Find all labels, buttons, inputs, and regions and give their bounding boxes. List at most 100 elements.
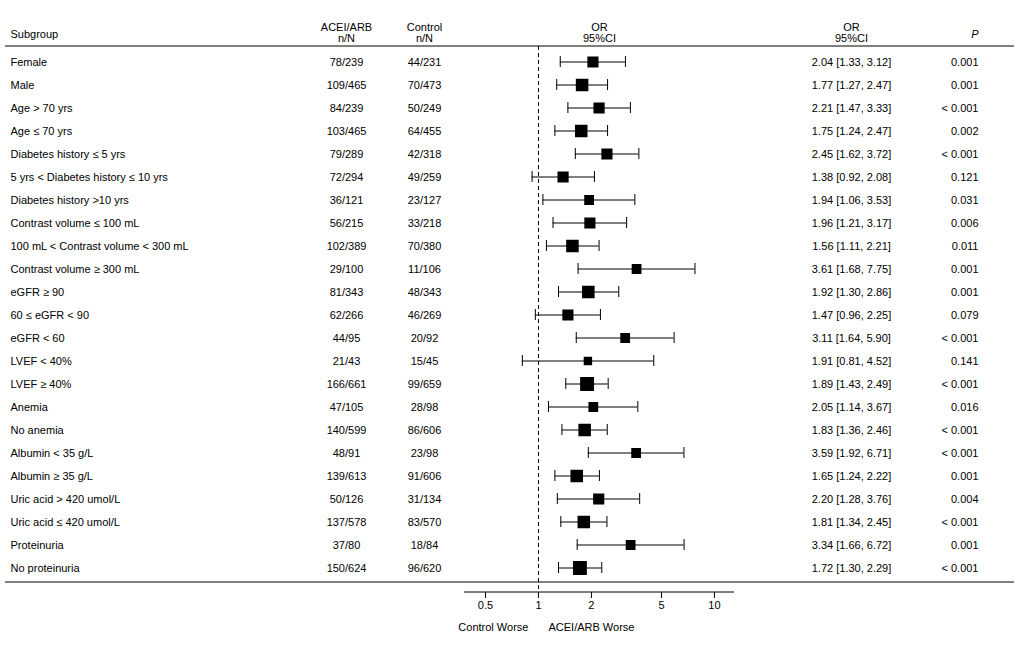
svg-text:Female: Female [11, 56, 48, 68]
svg-text:Contrast volume ≥ 300 mL: Contrast volume ≥ 300 mL [11, 263, 140, 275]
svg-text:ACEI/ARBn/N: ACEI/ARBn/N [321, 21, 372, 44]
svg-text:79/289: 79/289 [330, 148, 364, 160]
svg-text:0.001: 0.001 [951, 263, 979, 275]
svg-text:50/126: 50/126 [330, 493, 364, 505]
svg-text:LVEF ≥ 40%: LVEF ≥ 40% [11, 378, 72, 390]
svg-text:28/98: 28/98 [411, 401, 439, 413]
svg-text:62/266: 62/266 [330, 309, 364, 321]
svg-text:5 yrs < Diabetes history ≤ 10: 5 yrs < Diabetes history ≤ 10 yrs [11, 171, 169, 183]
svg-text:48/91: 48/91 [333, 447, 361, 459]
svg-text:44/231: 44/231 [408, 56, 442, 68]
svg-text:31/134: 31/134 [408, 493, 442, 505]
svg-text:Subgroup: Subgroup [11, 28, 59, 40]
svg-text:1.96 [1.21, 3.17]: 1.96 [1.21, 3.17] [812, 217, 892, 229]
svg-text:70/473: 70/473 [408, 79, 442, 91]
svg-text:166/661: 166/661 [327, 378, 367, 390]
svg-text:0.006: 0.006 [951, 217, 979, 229]
svg-text:70/380: 70/380 [408, 240, 442, 252]
svg-text:1.81 [1.34, 2.45]: 1.81 [1.34, 2.45] [812, 516, 892, 528]
svg-text:< 0.001: < 0.001 [941, 562, 978, 574]
svg-text:1.65 [1.24, 2.22]: 1.65 [1.24, 2.22] [812, 470, 892, 482]
svg-text:Age ≤ 70 yrs: Age ≤ 70 yrs [11, 125, 73, 137]
svg-text:21/43: 21/43 [333, 355, 361, 367]
svg-text:Controln/N: Controln/N [407, 21, 442, 44]
svg-text:44/95: 44/95 [333, 332, 361, 344]
svg-text:0.5: 0.5 [478, 599, 493, 611]
svg-text:0.031: 0.031 [951, 194, 979, 206]
svg-text:47/105: 47/105 [330, 401, 364, 413]
svg-text:0.001: 0.001 [951, 539, 979, 551]
svg-text:42/318: 42/318 [408, 148, 442, 160]
svg-text:Male: Male [11, 79, 35, 91]
svg-text:P: P [971, 28, 979, 40]
svg-text:1.77 [1.27, 2.47]: 1.77 [1.27, 2.47] [812, 79, 892, 91]
svg-text:50/249: 50/249 [408, 102, 442, 114]
svg-text:140/599: 140/599 [327, 424, 367, 436]
svg-text:< 0.001: < 0.001 [941, 424, 978, 436]
svg-text:46/269: 46/269 [408, 309, 442, 321]
svg-text:Diabetes history >10 yrs: Diabetes history >10 yrs [11, 194, 130, 206]
svg-text:29/100: 29/100 [330, 263, 364, 275]
svg-text:Uric acid > 420 umol/L: Uric acid > 420 umol/L [11, 493, 121, 505]
svg-text:Age > 70 yrs: Age > 70 yrs [11, 102, 74, 114]
svg-text:1.38 [0.92, 2.08]: 1.38 [0.92, 2.08] [812, 171, 892, 183]
svg-text:78/239: 78/239 [330, 56, 364, 68]
svg-text:11/106: 11/106 [408, 263, 441, 275]
svg-text:48/343: 48/343 [408, 286, 442, 298]
svg-text:< 0.001: < 0.001 [941, 516, 978, 528]
svg-text:3.59 [1.92, 6.71]: 3.59 [1.92, 6.71] [812, 447, 892, 459]
svg-text:5: 5 [658, 599, 664, 611]
svg-text:OR95%CI: OR95%CI [835, 21, 868, 44]
svg-text:3.11 [1.64, 5.90]: 3.11 [1.64, 5.90] [812, 332, 891, 344]
svg-text:18/84: 18/84 [411, 539, 439, 551]
svg-text:3.61 [1.68, 7.75]: 3.61 [1.68, 7.75] [812, 263, 892, 275]
svg-text:103/465: 103/465 [327, 125, 367, 137]
svg-text:64/455: 64/455 [408, 125, 442, 137]
svg-text:1.56 [1.11, 2.21]: 1.56 [1.11, 2.21] [812, 240, 891, 252]
svg-text:< 0.001: < 0.001 [941, 378, 978, 390]
svg-text:eGFR < 60: eGFR < 60 [11, 332, 65, 344]
svg-text:2.20 [1.28, 3.76]: 2.20 [1.28, 3.76] [812, 493, 892, 505]
svg-text:Anemia: Anemia [11, 401, 49, 413]
svg-text:109/465: 109/465 [327, 79, 367, 91]
svg-text:99/659: 99/659 [408, 378, 442, 390]
svg-text:Contrast volume ≤ 100 mL: Contrast volume ≤ 100 mL [11, 217, 140, 229]
svg-text:Proteinuria: Proteinuria [11, 539, 65, 551]
svg-text:1.89 [1.43, 2.49]: 1.89 [1.43, 2.49] [812, 378, 892, 390]
svg-text:ACEI/ARB Worse: ACEI/ARB Worse [548, 621, 634, 633]
svg-text:33/218: 33/218 [408, 217, 442, 229]
svg-text:LVEF < 40%: LVEF < 40% [11, 355, 72, 367]
svg-text:< 0.001: < 0.001 [941, 447, 978, 459]
svg-text:0.011: 0.011 [952, 240, 979, 252]
svg-text:23/127: 23/127 [408, 194, 442, 206]
svg-text:1.83 [1.36, 2.46]: 1.83 [1.36, 2.46] [812, 424, 892, 436]
svg-text:2.21 [1.47, 3.33]: 2.21 [1.47, 3.33] [812, 102, 892, 114]
svg-text:36/121: 36/121 [330, 194, 364, 206]
svg-text:1.92 [1.30, 2.86]: 1.92 [1.30, 2.86] [812, 286, 892, 298]
svg-text:0.001: 0.001 [951, 286, 979, 298]
svg-text:81/343: 81/343 [330, 286, 364, 298]
svg-text:96/620: 96/620 [408, 562, 442, 574]
svg-text:49/259: 49/259 [408, 171, 442, 183]
svg-text:No proteinuria: No proteinuria [11, 562, 81, 574]
svg-text:< 0.001: < 0.001 [941, 102, 978, 114]
svg-text:OR95%CI: OR95%CI [583, 21, 616, 44]
svg-text:2.04 [1.33, 3.12]: 2.04 [1.33, 3.12] [812, 56, 892, 68]
svg-text:56/215: 56/215 [330, 217, 364, 229]
svg-text:0.121: 0.121 [951, 171, 979, 183]
svg-text:84/239: 84/239 [330, 102, 364, 114]
svg-text:Control Worse: Control Worse [458, 621, 528, 633]
svg-text:1: 1 [535, 599, 541, 611]
svg-text:0.002: 0.002 [951, 125, 979, 137]
svg-text:72/294: 72/294 [330, 171, 364, 183]
svg-text:0.141: 0.141 [951, 355, 979, 367]
svg-text:0.001: 0.001 [951, 56, 979, 68]
svg-text:2.45 [1.62, 3.72]: 2.45 [1.62, 3.72] [812, 148, 892, 160]
svg-text:150/624: 150/624 [327, 562, 367, 574]
svg-text:1.72 [1.30, 2.29]: 1.72 [1.30, 2.29] [812, 562, 892, 574]
svg-text:2: 2 [588, 599, 594, 611]
svg-text:139/613: 139/613 [327, 470, 367, 482]
svg-text:No anemia: No anemia [11, 424, 65, 436]
svg-text:3.34 [1.66, 6.72]: 3.34 [1.66, 6.72] [812, 539, 892, 551]
svg-text:1.94 [1.06, 3.53]: 1.94 [1.06, 3.53] [812, 194, 892, 206]
